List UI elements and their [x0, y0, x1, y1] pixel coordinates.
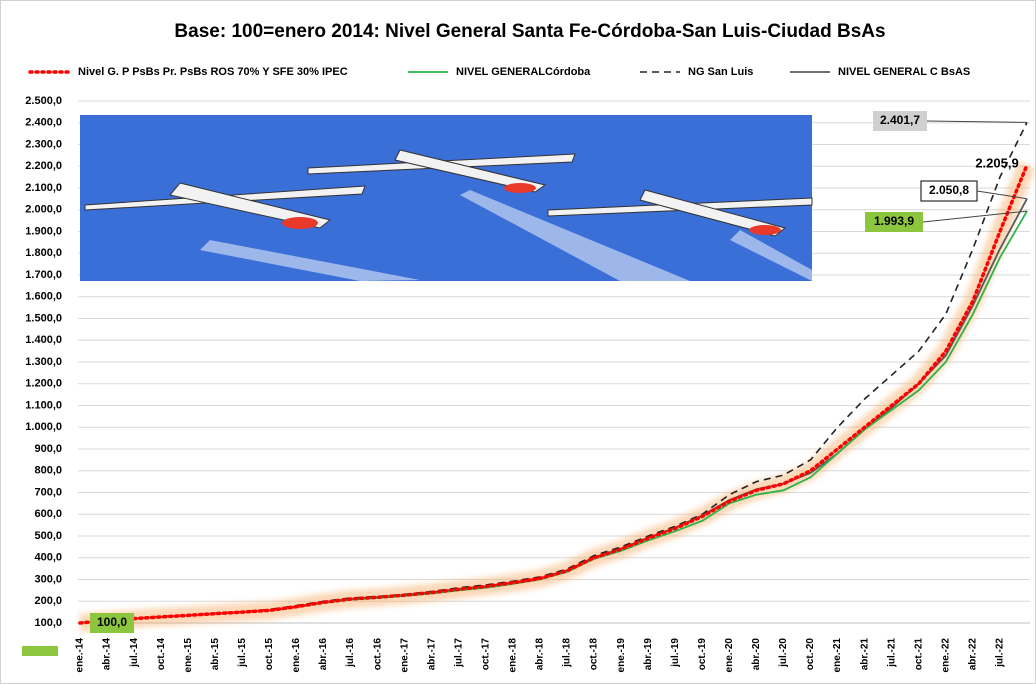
x-tick-label: oct.-14 — [156, 638, 167, 671]
picture-accents — [282, 183, 781, 235]
picture-smoke — [200, 190, 812, 281]
legend-label: NG San Luis — [688, 66, 753, 78]
leader-line — [922, 210, 1028, 223]
x-tick-label: ene.-20 — [724, 638, 735, 673]
y-tick-label: 2.000,0 — [25, 204, 62, 216]
value-label: 2.050,8 — [929, 183, 969, 197]
x-tick-label: abr.-14 — [102, 638, 113, 671]
chart-title: Base: 100=enero 2014: Nivel General Sant… — [174, 21, 885, 42]
value-label: 2.205,9 — [975, 155, 1018, 170]
x-tick-label: abr.-18 — [535, 638, 546, 671]
x-tick-label: ene.-15 — [183, 638, 194, 673]
x-tick-label: ene.-21 — [832, 638, 843, 673]
x-tick-label: ene.-16 — [291, 638, 302, 673]
picture — [80, 115, 813, 281]
y-tick-label: 1.600,0 — [25, 291, 62, 303]
leader-line — [976, 190, 1028, 200]
legend-label: NIVEL GENERAL C BsAS — [838, 66, 970, 78]
x-tick-label: abr.-19 — [643, 638, 654, 671]
y-tick-label: 900,0 — [34, 443, 62, 455]
x-tick-label: jul.-22 — [995, 638, 1006, 668]
y-tick-label: 100,0 — [34, 617, 62, 629]
x-tick-label: abr.-15 — [210, 638, 221, 671]
y-tick-label: 300,0 — [34, 573, 62, 585]
y-tick-label: 1.100,0 — [25, 399, 62, 411]
x-tick-label: ene.-19 — [616, 638, 627, 673]
y-tick-label: 2.500,0 — [25, 95, 62, 107]
x-tick-label: jul.-16 — [345, 638, 356, 668]
leader-line — [926, 120, 1028, 123]
y-tick-label: 600,0 — [34, 508, 62, 520]
x-tick-label: jul.-15 — [237, 638, 248, 668]
value-label: 100,0 — [97, 615, 127, 629]
x-tick-label: oct.-19 — [697, 638, 708, 671]
value-label-box — [873, 111, 927, 131]
x-tick-label: abr.-20 — [751, 638, 762, 671]
x-tick-label: ene.-22 — [940, 638, 951, 673]
legend-label: NIVEL GENERALCórdoba — [456, 66, 591, 78]
y-tick-label: 800,0 — [34, 465, 62, 477]
value-label-box — [90, 613, 134, 633]
x-tick-label: jul.-21 — [886, 638, 897, 668]
y-tick-label: 1.000,0 — [25, 421, 62, 433]
series-line — [78, 163, 1029, 625]
y-tick-label: 200,0 — [34, 595, 62, 607]
x-tick-label: jul.-18 — [562, 638, 573, 668]
picture-planes — [84, 149, 813, 237]
y-tick-label: 2.200,0 — [25, 160, 62, 172]
x-tick-label: abr.-22 — [968, 638, 979, 671]
legend-label: Nivel G. P PsBs Pr. PsBs ROS 70% Y SFE 3… — [78, 66, 348, 78]
x-tick-label: ene.-14 — [75, 638, 86, 673]
x-tick-label: ene.-18 — [508, 638, 519, 673]
x-tick-label: jul.-19 — [670, 638, 681, 668]
y-tick-label: 1.500,0 — [25, 312, 62, 324]
y-tick-label: 400,0 — [34, 552, 62, 564]
y-tick-label: 2.400,0 — [25, 117, 62, 129]
x-tick-label: oct.-15 — [264, 638, 275, 671]
y-tick-label: 1.300,0 — [25, 356, 62, 368]
x-tick-label: oct.-18 — [589, 638, 600, 671]
y-tick-label: 700,0 — [34, 486, 62, 498]
x-tick-label: abr.-17 — [426, 638, 437, 671]
y-tick-label: 1.800,0 — [25, 247, 62, 259]
x-tick-label: oct.-20 — [805, 638, 816, 671]
x-tick-label: abr.-21 — [859, 638, 870, 671]
y-tick-label: 1.700,0 — [25, 269, 62, 281]
y-tick-label: 1.400,0 — [25, 334, 62, 346]
x-tick-label: oct.-21 — [913, 638, 924, 671]
value-label: 2.401,7 — [880, 113, 920, 127]
y-tick-label: 500,0 — [34, 530, 62, 542]
x-tick-label: abr.-16 — [318, 638, 329, 671]
y-tick-label: 1.200,0 — [25, 378, 62, 390]
y-tick-label: 2.300,0 — [25, 138, 62, 150]
value-label-box — [865, 212, 923, 232]
x-tick-label: ene.-17 — [399, 638, 410, 673]
x-tick-label: jul.-17 — [453, 638, 464, 668]
value-label: 1.993,9 — [874, 214, 914, 228]
x-tick-label: jul.-20 — [778, 638, 789, 668]
y-tick-label: 1.900,0 — [25, 225, 62, 237]
x-tick-label: oct.-17 — [480, 638, 491, 671]
legend-fragment — [22, 646, 58, 656]
x-tick-label: oct.-16 — [372, 638, 383, 671]
y-tick-label: 2.100,0 — [25, 182, 62, 194]
x-tick-label: jul.-14 — [129, 638, 140, 668]
